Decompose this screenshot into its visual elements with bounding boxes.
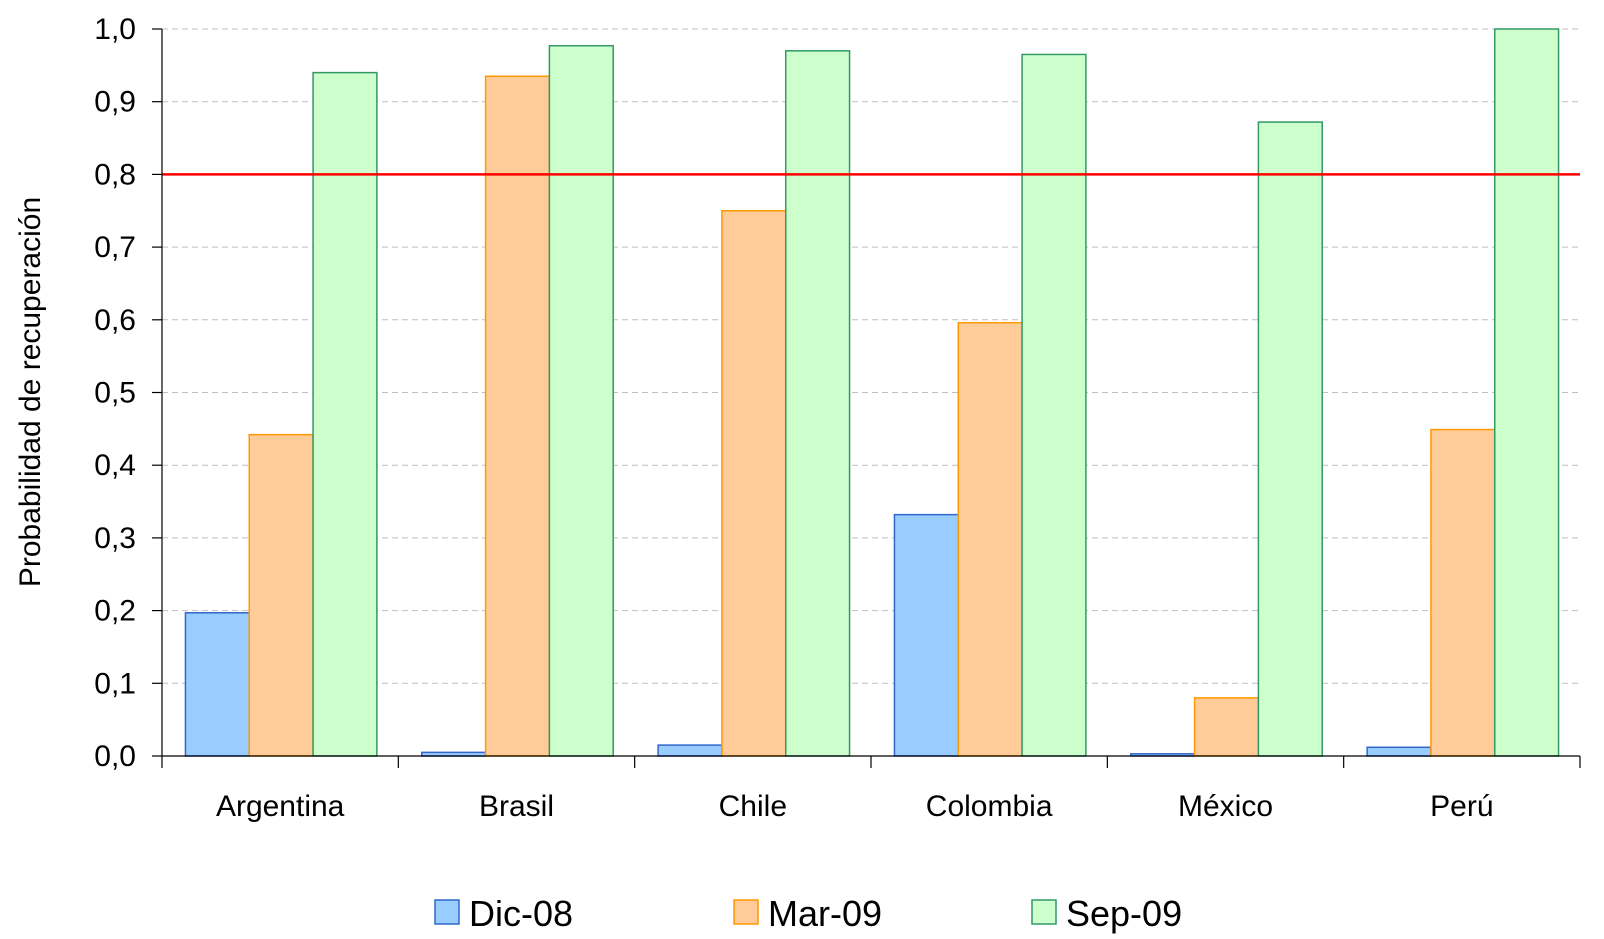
- y-tick-label: 0,4: [94, 449, 136, 482]
- bar: [248, 433, 314, 757]
- x-tick-label: Colombia: [926, 790, 1053, 823]
- x-tick-label: Perú: [1430, 790, 1493, 823]
- y-tick-label: 0,6: [94, 304, 136, 337]
- bar: [957, 321, 1023, 757]
- bar: [548, 44, 614, 757]
- bar: [484, 75, 551, 757]
- bar: [1430, 428, 1496, 757]
- legend-label: Dic-08: [469, 893, 573, 934]
- legend: Dic-08 Mar-09 Sep-09: [434, 893, 1182, 934]
- x-tick-label: Argentina: [216, 790, 345, 823]
- axes: [152, 28, 1581, 768]
- y-tick-label: 0,5: [94, 377, 136, 410]
- bar: [657, 744, 723, 757]
- bar: [784, 50, 851, 757]
- y-axis-title: Probabilidad de recuperación: [14, 197, 47, 587]
- y-tick-label: 0,7: [94, 231, 136, 264]
- bar: [1257, 121, 1323, 757]
- bar: [1366, 746, 1432, 757]
- x-tick-label: Brasil: [479, 790, 554, 823]
- y-tick-labels: 0,0 0,1 0,2 0,3 0,4 0,5 0,6 0,7 0,8 0,9 1,0: [94, 13, 136, 773]
- y-tick-label: 0,2: [94, 595, 136, 628]
- x-tick-label: Chile: [719, 790, 787, 823]
- bar: [1493, 28, 1560, 757]
- y-tick-label: 0,9: [94, 86, 136, 119]
- legend-label: Mar-09: [768, 893, 882, 934]
- x-tick-label: México: [1178, 790, 1273, 823]
- legend-label: Sep-09: [1066, 893, 1182, 934]
- y-tick-label: 0,1: [94, 667, 136, 700]
- legend-swatch: [733, 899, 759, 925]
- y-tick-label: 0,0: [94, 740, 136, 773]
- bar: [1021, 53, 1087, 757]
- y-tick-label: 1,0: [94, 13, 136, 46]
- bars: [184, 28, 1560, 757]
- bar: [312, 71, 378, 757]
- bar: [721, 210, 787, 757]
- bar: [1193, 697, 1260, 757]
- legend-swatch: [1031, 899, 1057, 925]
- x-tick-labels: Argentina Brasil Chile Colombia México Perú: [216, 790, 1494, 823]
- bar: [893, 513, 960, 757]
- bar: [184, 612, 251, 757]
- y-tick-label: 0,8: [94, 158, 136, 191]
- legend-swatch: [434, 899, 460, 925]
- y-tick-label: 0,3: [94, 522, 136, 555]
